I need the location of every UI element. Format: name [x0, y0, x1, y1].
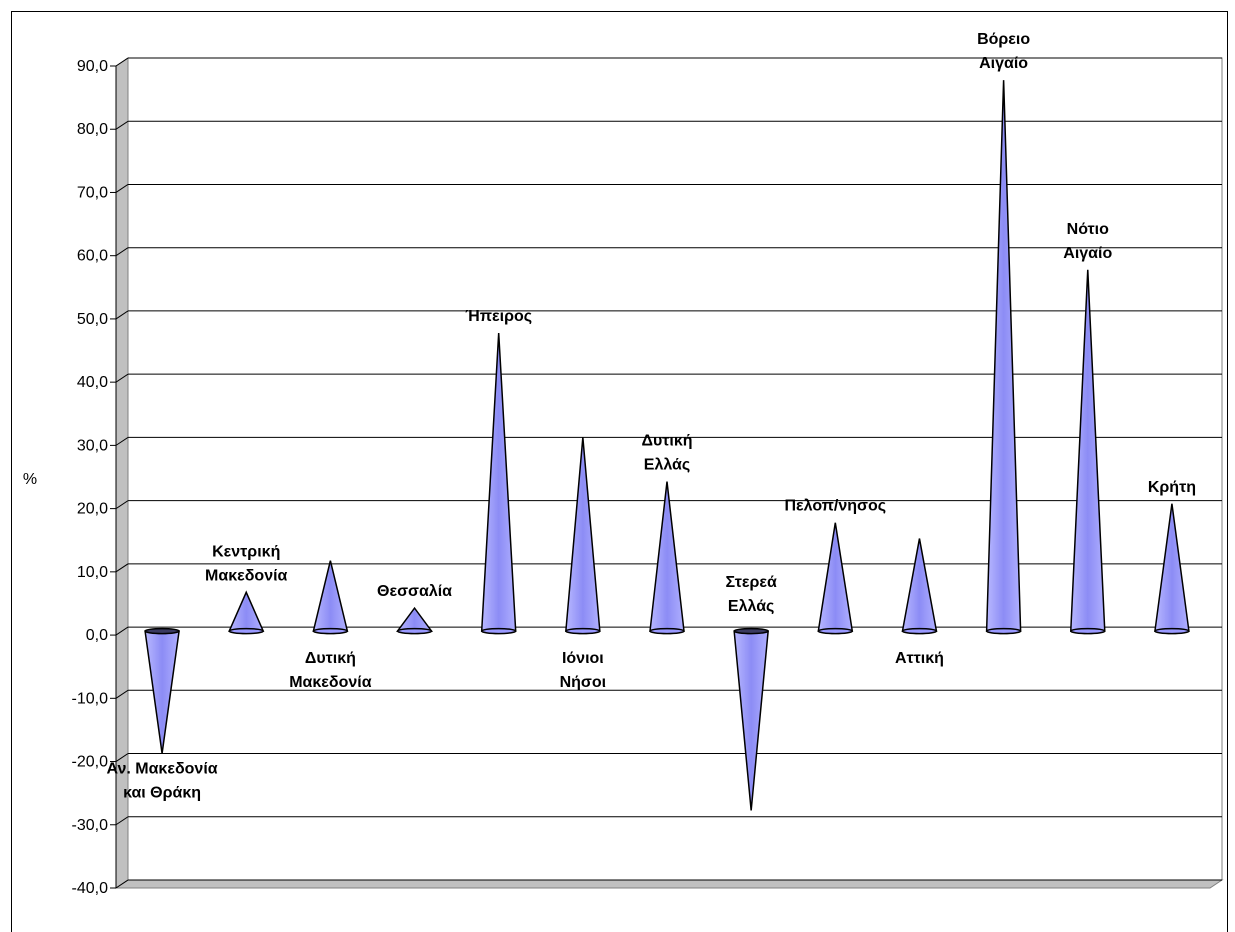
data-label: Νότιο: [1067, 221, 1109, 238]
cone-base: [901, 627, 938, 635]
y-axis-label: %: [23, 471, 37, 488]
plot-floor: [114, 879, 1224, 889]
data-label: Αιγαίο: [1063, 245, 1112, 262]
gridline-depth: [115, 373, 129, 383]
data-label: Νήσοι: [560, 674, 607, 691]
y-tick-label: -30,0: [72, 817, 109, 834]
y-tick-label: -10,0: [72, 690, 109, 707]
y-tick-label: 70,0: [77, 184, 108, 201]
cone-base: [733, 627, 769, 635]
gridline-depth: [115, 184, 129, 193]
cone-base: [144, 627, 180, 635]
data-label: Ελλάς: [728, 598, 774, 615]
data-label: Δυτική: [305, 650, 356, 667]
y-tick-label: 80,0: [77, 121, 108, 138]
gridline-depth: [115, 689, 129, 699]
chart-border: [11, 11, 1228, 932]
y-tick-label: 20,0: [77, 501, 108, 518]
y-tick-label: 90,0: [77, 58, 108, 75]
data-label: Βόρειο: [977, 31, 1030, 48]
data-label: Θεσσαλία: [377, 583, 452, 600]
cone-base: [396, 627, 433, 635]
data-label: Αιγαίο: [979, 55, 1028, 72]
y-tick-label: 40,0: [77, 374, 108, 391]
gridline-depth: [115, 310, 129, 320]
y-tick-label: 30,0: [77, 437, 108, 454]
data-label: Μακεδονία: [289, 674, 372, 691]
y-tick-label: 10,0: [77, 564, 108, 581]
data-label: Αν. Μακεδονία: [107, 761, 218, 778]
cone-base: [985, 627, 1022, 635]
gridline-depth: [115, 57, 129, 67]
data-label: Ιόνιοι: [562, 650, 604, 667]
data-label: και Θράκη: [123, 785, 201, 802]
cone-base: [480, 627, 517, 635]
cone-base: [1070, 627, 1106, 635]
gridline-depth: [115, 753, 129, 762]
data-label: Ελλάς: [644, 457, 690, 474]
data-label: Πελοπ/νησος: [785, 498, 887, 515]
cone-base: [228, 627, 264, 635]
gridline-depth: [115, 626, 129, 636]
y-tick-label: -20,0: [72, 754, 109, 771]
cone-base: [817, 627, 854, 635]
y-tick-label: 0,0: [86, 627, 108, 644]
gridline-depth: [115, 436, 129, 446]
cone-base: [565, 627, 601, 635]
gridline-depth: [115, 879, 129, 889]
data-label: Μακεδονία: [205, 567, 288, 584]
y-tick-label: -40,0: [72, 880, 109, 897]
data-label: Αττική: [895, 650, 944, 667]
cone-base: [1154, 627, 1190, 635]
data-label: Ήπειρος: [465, 308, 532, 325]
gridline-depth: [115, 247, 129, 257]
y-tick-label: 60,0: [77, 248, 108, 265]
data-label: Κεντρική: [212, 543, 280, 560]
cone-base: [649, 627, 685, 635]
gridline-depth: [115, 816, 129, 826]
y-tick-label: 50,0: [77, 311, 108, 328]
gridline-depth: [115, 563, 129, 573]
gridline-depth: [115, 500, 129, 510]
data-label: Δυτική: [641, 433, 692, 450]
gridline-depth: [115, 120, 129, 130]
cone-base: [312, 627, 349, 635]
data-label: Κρήτη: [1148, 479, 1196, 496]
data-label: Στερεά: [725, 574, 777, 591]
